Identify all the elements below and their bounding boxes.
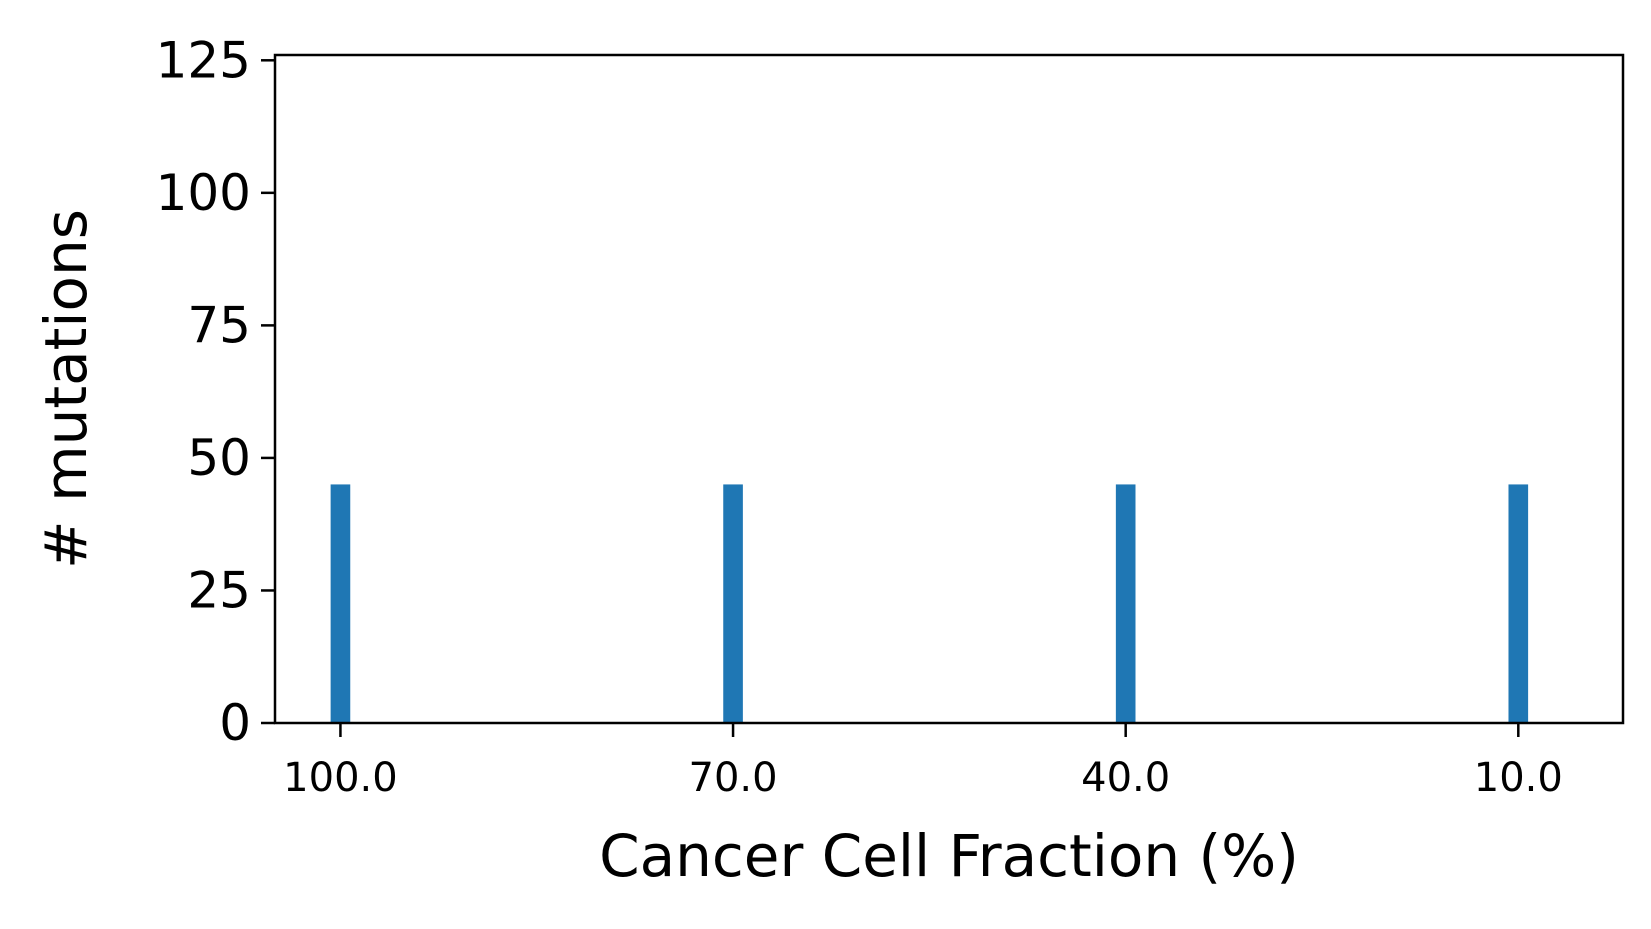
x-axis-label: Cancer Cell Fraction (%)	[599, 822, 1299, 890]
plot-area-frame	[273, 53, 1625, 725]
bars-layer	[330, 484, 1529, 723]
y-tick-label: 100	[156, 164, 251, 222]
x-axis-ticks: 100.0 70.0 40.0 10.0	[283, 723, 1563, 801]
y-tick-label: 50	[187, 429, 251, 487]
x-tick-label: 10.0	[1474, 755, 1563, 801]
histogram-bar	[1508, 484, 1529, 723]
y-tick-label: 75	[187, 296, 251, 354]
y-tick-label: 25	[187, 561, 251, 619]
y-tick-label: 0	[219, 694, 251, 752]
y-tick-label: 125	[156, 31, 251, 89]
x-tick-label: 40.0	[1081, 755, 1170, 801]
histogram-bar	[723, 484, 743, 723]
histogram-bar	[1115, 484, 1136, 723]
y-axis-ticks: 0 25 50 75 100 125	[156, 31, 275, 752]
x-tick-label: 100.0	[283, 755, 398, 801]
y-axis-label: # mutations	[32, 209, 100, 569]
histogram-bar	[330, 484, 351, 723]
x-tick-label: 70.0	[689, 755, 778, 801]
